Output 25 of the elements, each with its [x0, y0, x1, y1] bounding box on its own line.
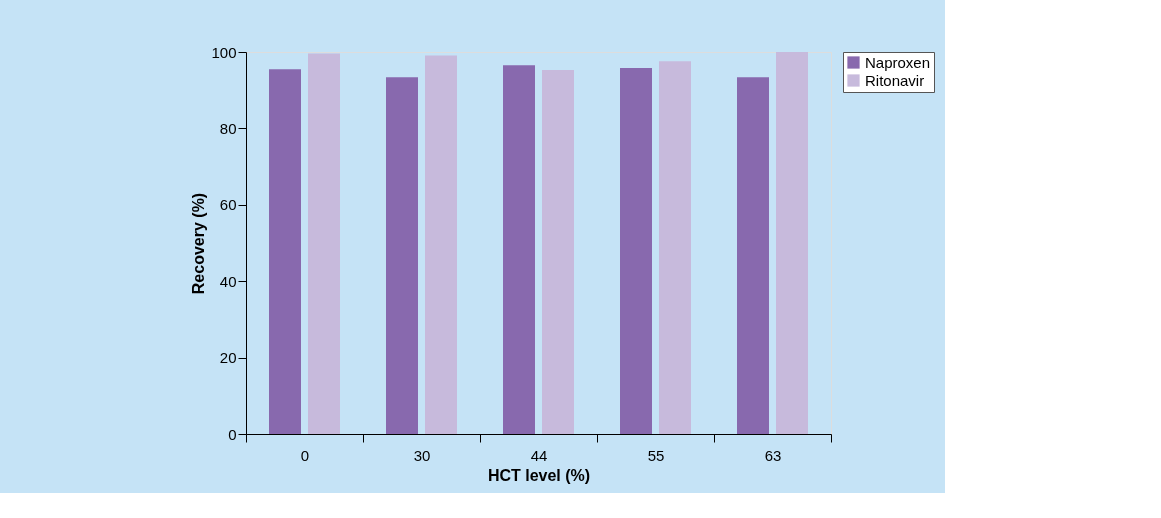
x-tick-label: 0 — [300, 446, 310, 464]
x-tick-label: 55 — [647, 446, 665, 464]
bar — [425, 55, 457, 434]
bar — [659, 61, 691, 434]
x-tick-label: 30 — [413, 446, 431, 464]
y-axis-title: Recovery (%) — [190, 192, 208, 295]
bar — [386, 77, 418, 434]
bar — [776, 52, 808, 434]
legend-label: Naproxen — [865, 53, 931, 71]
bar — [503, 65, 535, 434]
bar — [308, 53, 340, 434]
x-tick-label: 44 — [530, 446, 548, 464]
y-tick-label: 40 — [219, 272, 237, 290]
legend-label: Ritonavir — [865, 71, 925, 89]
bar — [737, 77, 769, 434]
y-tick-label: 60 — [219, 196, 237, 214]
bar — [542, 69, 574, 434]
y-tick-label: 80 — [219, 119, 237, 137]
bar — [269, 69, 301, 434]
y-tick-label: 100 — [211, 43, 237, 61]
y-tick-label: 20 — [219, 349, 237, 367]
y-tick-label: 0 — [228, 425, 237, 443]
bar — [620, 68, 652, 434]
x-tick-label: 63 — [764, 446, 782, 464]
x-axis-title: HCT level (%) — [487, 466, 591, 484]
